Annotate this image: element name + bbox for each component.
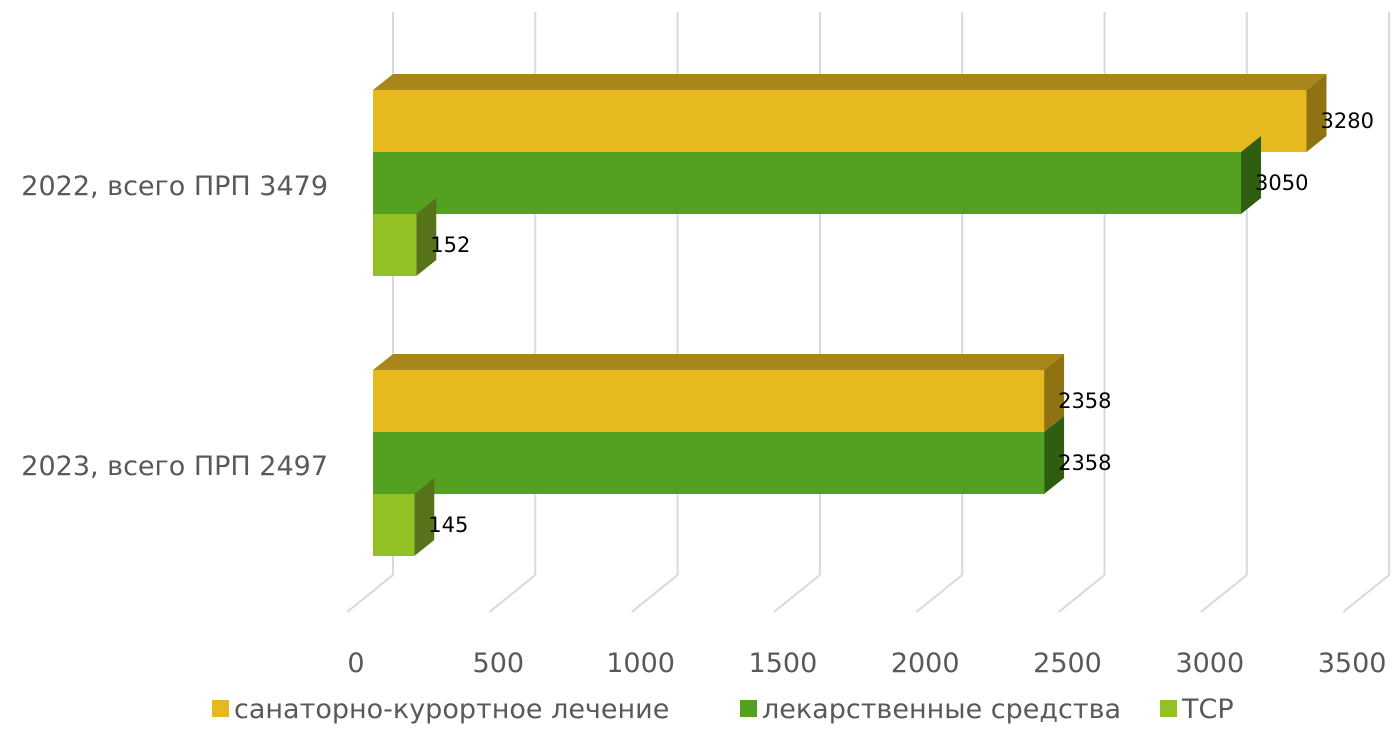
data-label: 3280 [1320,109,1373,133]
data-label: 3050 [1255,171,1308,195]
floor-gridline [915,574,963,613]
bar [373,416,1065,494]
data-label: 152 [430,233,470,257]
x-tick-label: 0 [347,648,364,679]
legend-item: лекарственные средства [740,694,1121,725]
data-label: 2358 [1058,389,1111,413]
legend-swatch [212,700,229,717]
bar-top-face [373,74,1327,90]
x-tick-label: 2000 [891,648,960,679]
legend-swatch [1160,700,1177,717]
category-label: 2022, всего ПРП 3479 [21,171,328,202]
data-label: 2358 [1058,451,1111,475]
legend-swatch [740,700,757,717]
category-label: 2023, всего ПРП 2497 [21,451,328,482]
bar-side-face [1241,136,1262,214]
legend-label: ТСР [1181,694,1234,725]
bar-side-face [1044,354,1065,432]
data-labels: 3280 3050 152 2358 2358 145 [428,109,1374,537]
bar-side-face [416,198,437,276]
bar [373,74,1327,152]
bar-front-face [373,494,415,556]
legend: санаторно-курортное лечение лекарственные… [212,694,1234,725]
bar-side-face [1306,74,1327,152]
floor-gridline [1057,574,1106,613]
floor-gridline [631,574,679,613]
floor-gridline [1342,574,1390,613]
bars [373,74,1327,556]
x-tick-label: 500 [473,648,525,679]
bar [373,478,435,556]
bar-front-face [373,214,417,276]
bar-side-face [1044,416,1065,494]
floor-gridline [488,574,536,613]
legend-item: санаторно-курортное лечение [212,694,669,725]
floor-gridline [1200,574,1248,613]
bar [373,354,1065,432]
x-tick-label: 3000 [1175,648,1244,679]
floor-gridline [773,574,821,613]
x-tick-label: 2500 [1033,648,1102,679]
legend-label: лекарственные средства [762,694,1121,725]
x-tick-label: 1500 [749,648,818,679]
bar [373,198,437,276]
bar [373,136,1262,214]
bar-front-face [373,370,1045,432]
legend-label: санаторно-курортное лечение [234,694,669,725]
category-labels: 2022, всего ПРП 3479 2023, всего ПРП 2497 [21,171,328,482]
bar-side-face [414,478,435,556]
legend-item: ТСР [1160,694,1234,725]
floor-gridline [346,574,394,613]
x-tick-label: 1000 [606,648,675,679]
bar-front-face [373,90,1307,152]
bar-front-face [373,432,1045,494]
x-tick-label: 3500 [1318,648,1387,679]
x-axis-tick-labels: 0 500 1000 1500 2000 2500 3000 3500 [347,648,1386,679]
bar-top-face [373,354,1065,370]
data-label: 145 [428,513,468,537]
bar-front-face [373,152,1242,214]
